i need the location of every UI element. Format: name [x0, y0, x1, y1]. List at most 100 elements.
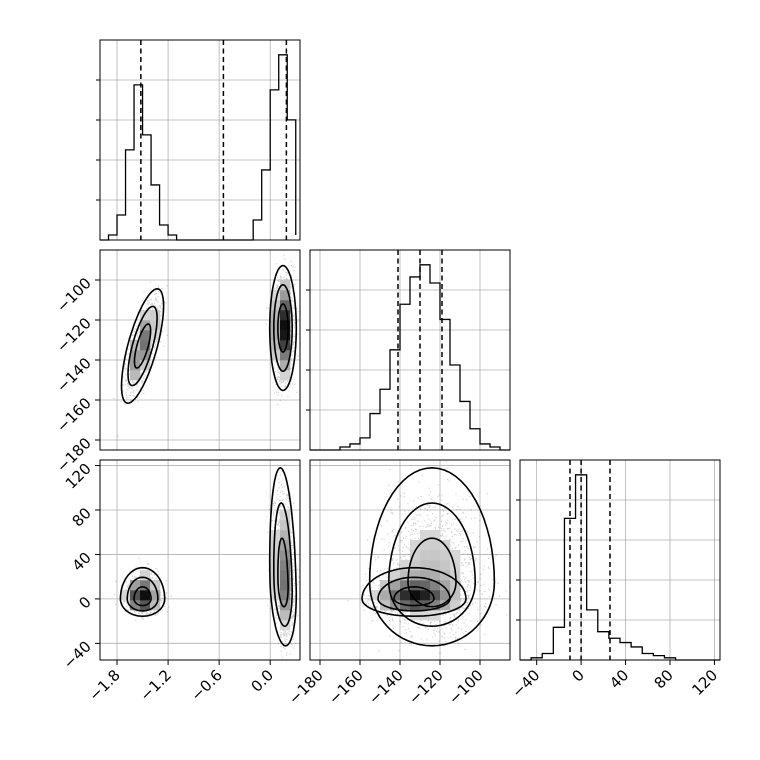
x-tick-label: 80: [651, 666, 677, 692]
density-cell: [150, 590, 161, 601]
density-cell: [420, 570, 431, 581]
density-cell: [440, 550, 451, 561]
density-cell: [420, 560, 431, 571]
density-cell: [410, 610, 421, 621]
density-cell: [400, 570, 411, 581]
density-cell: [410, 580, 421, 591]
density-cell: [270, 570, 281, 581]
x-tick-label: −180: [285, 666, 327, 708]
density-cell: [280, 370, 291, 381]
density-cell: [380, 600, 391, 611]
density-cell: [120, 590, 131, 601]
density-cell: [140, 360, 151, 371]
x-tick-label: 0.0: [247, 666, 277, 696]
density-cell: [440, 560, 451, 571]
density-cell: [270, 310, 281, 321]
axes-frame: [519, 459, 721, 661]
density-cell: [280, 310, 291, 321]
density-cell: [280, 350, 291, 361]
x-tick-label: −1.2: [136, 666, 174, 704]
histogram-step: [310, 264, 510, 451]
density-cell: [130, 600, 141, 611]
density-cell: [130, 340, 141, 351]
density-cell: [280, 510, 291, 521]
density-cell: [430, 530, 441, 541]
axes-frame: [99, 459, 301, 661]
density-cell: [450, 590, 461, 601]
contour-line: [377, 576, 451, 612]
density-cell: [450, 600, 461, 611]
joint-panel-0-2: [99, 459, 301, 661]
density-cell: [280, 360, 291, 371]
x-tick-label: −40: [508, 666, 543, 701]
histogram-step: [520, 474, 720, 661]
density-cell: [410, 540, 421, 551]
y-tick-label: −100: [53, 274, 95, 316]
density-cell: [270, 580, 281, 591]
density-cell: [280, 550, 291, 561]
density-cell: [420, 590, 431, 601]
axes-frame: [309, 249, 511, 451]
density-cell: [270, 330, 281, 341]
density-cell: [400, 560, 411, 571]
density-cell: [130, 580, 141, 591]
density-cell: [140, 340, 151, 351]
density-cell: [140, 580, 151, 591]
contour-line: [120, 287, 165, 405]
density-cell: [430, 590, 441, 601]
density-cell: [420, 550, 431, 561]
x-tick-label: −0.6: [187, 666, 225, 704]
density-cell: [390, 570, 401, 581]
density-cell: [280, 290, 291, 301]
density-cell: [140, 310, 151, 321]
joint-contents: [310, 460, 510, 660]
density-cell: [280, 620, 291, 631]
density-cell: [430, 580, 441, 591]
x-tick-label: −120: [405, 666, 447, 708]
density-cell: [420, 580, 431, 591]
density-cell: [400, 580, 411, 591]
contour-line: [268, 264, 298, 392]
contour-line: [126, 576, 159, 612]
contour-line: [133, 586, 152, 607]
density-cell: [450, 550, 461, 561]
x-tick-label: −160: [325, 666, 367, 708]
contour-line: [127, 305, 158, 387]
x-tick-label: 0: [568, 666, 587, 685]
density-cell: [280, 330, 291, 341]
density-cell: [440, 590, 451, 601]
density-cell: [450, 560, 461, 571]
density-cell: [390, 580, 401, 591]
density-cell: [130, 370, 141, 381]
density-cell: [280, 560, 291, 571]
x-tick-label: −1.8: [85, 666, 123, 704]
density-cell: [270, 320, 281, 331]
joint-panel-0-1: [99, 249, 301, 451]
contour-line: [273, 283, 294, 373]
density-cell: [270, 550, 281, 561]
contour-line: [133, 323, 152, 369]
joint-contents: [100, 460, 300, 660]
axes-frame: [99, 39, 301, 241]
contour-line: [368, 466, 496, 647]
y-tick-label: 40: [69, 549, 95, 575]
axes-frame: [309, 459, 511, 661]
panels: −1.8 −1.2 −0.6 0.0 −180−160−140−120−100 −40 0 4…: [53, 39, 721, 708]
density-cell: [430, 600, 441, 611]
density-cell: [280, 340, 291, 351]
contour-line: [277, 303, 289, 353]
contour-line: [277, 537, 289, 608]
density-cell: [410, 570, 421, 581]
x-tick-label: 120: [688, 666, 721, 699]
density-cell: [140, 330, 151, 341]
density-cell: [270, 560, 281, 571]
density-cell: [150, 310, 161, 321]
density-cell: [400, 590, 411, 601]
density-cell: [410, 550, 421, 561]
contour-line: [268, 466, 298, 647]
x-tick-label: 40: [606, 666, 632, 692]
density-cell: [270, 290, 281, 301]
hist-panel-0: [96, 39, 301, 241]
density-cell: [440, 570, 451, 581]
